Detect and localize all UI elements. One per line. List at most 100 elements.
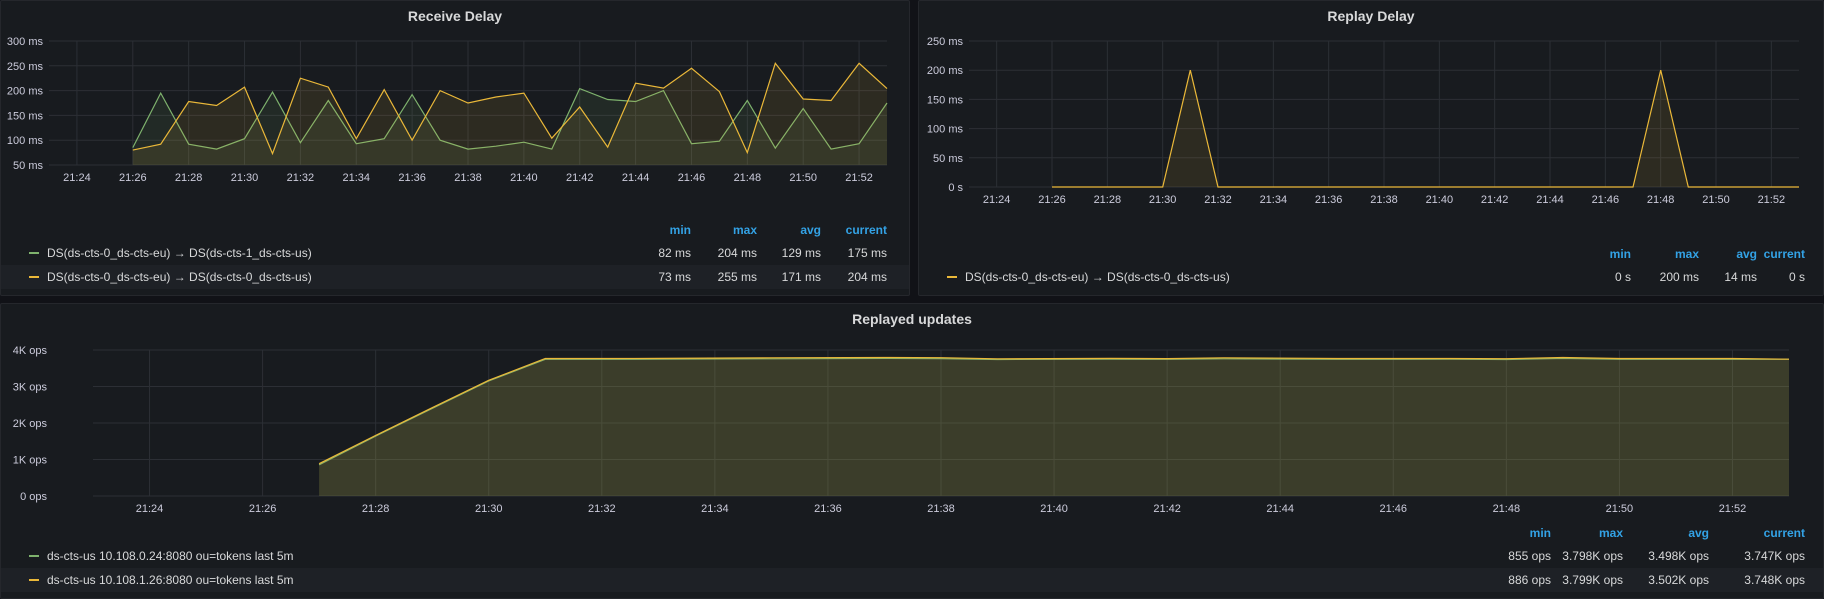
y-tick-label: 250 ms <box>7 61 44 73</box>
x-tick-label: 21:42 <box>1481 194 1509 206</box>
y-tick-label: 100 ms <box>7 135 44 147</box>
legend-row[interactable]: DS(ds-cts-0_ds-cts-eu) → DS(ds-cts-0_ds-… <box>919 265 1823 289</box>
legend-column-current[interactable]: current <box>1763 526 1805 540</box>
series-color-swatch[interactable] <box>29 579 39 581</box>
x-tick-label: 21:34 <box>1260 194 1288 206</box>
plot-area: 0 s 50 ms 100 ms 150 ms 200 ms 250 ms 21:24 21:… <box>927 36 1799 206</box>
x-tick-label: 21:26 <box>119 172 147 184</box>
legend-value-avg: 3.498K ops <box>1648 549 1709 563</box>
x-tick-label: 21:52 <box>845 172 873 184</box>
x-tick-label: 21:24 <box>983 194 1011 206</box>
x-tick-label: 21:34 <box>343 172 371 184</box>
replay-delay-panel: Replay Delay 0 s 50 ms 100 ms 150 ms 200 ms 2… <box>918 0 1824 296</box>
x-tick-label: 21:50 <box>1606 503 1634 515</box>
legend-column-max[interactable]: max <box>1674 247 1699 261</box>
legend-value-current: 175 ms <box>847 246 887 260</box>
x-tick-label: 21:36 <box>398 172 426 184</box>
x-tick-label: 21:44 <box>1266 503 1294 515</box>
plot-area: 0 ops 1K ops 2K ops 3K ops 4K ops 21:24 21:26 2… <box>13 345 1790 515</box>
legend-series-name[interactable]: ds-cts-us 10.108.0.24:8080 ou=tokens las… <box>47 549 294 563</box>
y-tick-label: 150 ms <box>927 94 964 106</box>
legend-value-max: 3.798K ops <box>1562 549 1623 563</box>
series-color-swatch[interactable] <box>29 252 39 254</box>
legend-row[interactable]: DS(ds-cts-0_ds-cts-eu) → DS(ds-cts-0_ds-… <box>1 265 909 289</box>
legend-header: min max avg current <box>1 520 1823 544</box>
x-tick-label: 21:40 <box>1040 503 1068 515</box>
series-area <box>319 358 1790 496</box>
legend-row[interactable]: ds-cts-us 10.108.1.26:8080 ou=tokens las… <box>1 568 1823 592</box>
x-tick-label: 21:52 <box>1719 503 1747 515</box>
receive-delay-chart: 50 ms 100 ms 150 ms 200 ms 250 ms 300 ms 21:24… <box>7 36 888 184</box>
legend-column-min[interactable]: min <box>1529 526 1551 540</box>
legend-column-avg[interactable]: avg <box>1736 247 1757 261</box>
legend-value-min: 0 s <box>1614 270 1631 284</box>
replayed-updates-panel: Replayed updates 0 ops 1K ops 2K ops 3K ops… <box>0 303 1824 599</box>
legend: min max avg current DS(ds-cts-0_ds-cts-eu) →… <box>1 217 909 295</box>
x-tick-label: 21:42 <box>566 172 594 184</box>
panel-title[interactable]: Receive Delay <box>407 8 503 24</box>
legend-series-name[interactable]: DS(ds-cts-0_ds-cts-eu) → DS(ds-cts-0_ds-… <box>965 270 1230 284</box>
series-area <box>1052 70 1799 187</box>
y-tick-label: 150 ms <box>7 110 44 122</box>
legend-series-name[interactable]: DS(ds-cts-0_ds-cts-eu) → DS(ds-cts-0_ds-… <box>47 270 312 284</box>
x-tick-label: 21:50 <box>789 172 817 184</box>
legend-series-name[interactable]: DS(ds-cts-0_ds-cts-eu) → DS(ds-cts-1_ds-… <box>47 246 312 260</box>
legend-header: min max avg current <box>1 217 909 241</box>
series-color-swatch[interactable] <box>29 555 39 557</box>
x-tick-label: 21:30 <box>475 503 503 515</box>
series-color-swatch[interactable] <box>29 276 39 278</box>
x-tick-label: 21:38 <box>927 503 955 515</box>
legend-column-current[interactable]: current <box>1763 247 1805 261</box>
legend-column-min[interactable]: min <box>1609 247 1631 261</box>
x-tick-label: 21:26 <box>1038 194 1066 206</box>
legend-value-current: 0 s <box>1788 270 1805 284</box>
panel-title[interactable]: Replay Delay <box>1327 8 1415 24</box>
legend-header: min max avg current <box>919 241 1823 265</box>
y-tick-label: 200 ms <box>927 65 964 77</box>
legend-column-max[interactable]: max <box>1598 526 1623 540</box>
x-tick-label: 21:48 <box>1647 194 1675 206</box>
series-line <box>318 356 1790 465</box>
x-tick-label: 21:30 <box>1149 194 1177 206</box>
legend-value-min: 82 ms <box>658 246 691 260</box>
receive-delay-panel: Receive Delay 50 ms 100 ms 150 ms 200 ms 250… <box>0 0 910 296</box>
x-tick-label: 21:44 <box>1536 194 1564 206</box>
legend-column-min[interactable]: min <box>669 223 691 237</box>
y-tick-label: 100 ms <box>927 124 964 136</box>
legend-value-max: 255 ms <box>717 270 757 284</box>
series-line <box>1052 70 1799 188</box>
series-color-swatch[interactable] <box>947 276 957 278</box>
y-tick-label: 50 ms <box>13 160 43 172</box>
legend-series-name[interactable]: ds-cts-us 10.108.1.26:8080 ou=tokens las… <box>47 573 294 587</box>
x-tick-label: 21:40 <box>510 172 538 184</box>
legend-value-max: 3.799K ops <box>1562 573 1623 587</box>
y-tick-label: 300 ms <box>7 36 44 48</box>
panel-title[interactable]: Replayed updates <box>852 311 972 327</box>
x-tick-label: 21:44 <box>622 172 650 184</box>
y-tick-label: 4K ops <box>13 345 48 357</box>
y-tick-label: 2K ops <box>13 418 48 430</box>
x-tick-label: 21:48 <box>734 172 762 184</box>
legend: min max avg current ds-cts-us 10.108.0.24:80… <box>1 520 1823 598</box>
series-area <box>132 88 888 165</box>
legend-column-avg[interactable]: avg <box>800 223 821 237</box>
y-tick-label: 3K ops <box>13 382 48 394</box>
replayed-updates-chart: 0 ops 1K ops 2K ops 3K ops 4K ops 21:24 21:26 2… <box>13 345 1790 515</box>
legend-column-avg[interactable]: avg <box>1688 526 1709 540</box>
legend: min max avg current DS(ds-cts-0_ds-cts-eu) →… <box>919 241 1823 295</box>
legend-row[interactable]: DS(ds-cts-0_ds-cts-eu) → DS(ds-cts-1_ds-… <box>1 241 909 265</box>
x-tick-label: 21:30 <box>231 172 259 184</box>
x-tick-label: 21:36 <box>1315 194 1343 206</box>
y-tick-label: 0 ops <box>20 491 47 503</box>
y-tick-label: 250 ms <box>927 36 964 48</box>
x-tick-label: 21:28 <box>1094 194 1122 206</box>
x-tick-label: 21:38 <box>1370 194 1398 206</box>
legend-column-max[interactable]: max <box>732 223 757 237</box>
y-tick-label: 50 ms <box>933 153 963 165</box>
legend-row[interactable]: ds-cts-us 10.108.0.24:8080 ou=tokens las… <box>1 544 1823 568</box>
x-tick-label: 21:28 <box>362 503 390 515</box>
legend-column-current[interactable]: current <box>845 223 887 237</box>
series-line <box>318 357 1790 466</box>
legend-value-current: 3.747K ops <box>1744 549 1805 563</box>
series-line <box>132 87 888 150</box>
